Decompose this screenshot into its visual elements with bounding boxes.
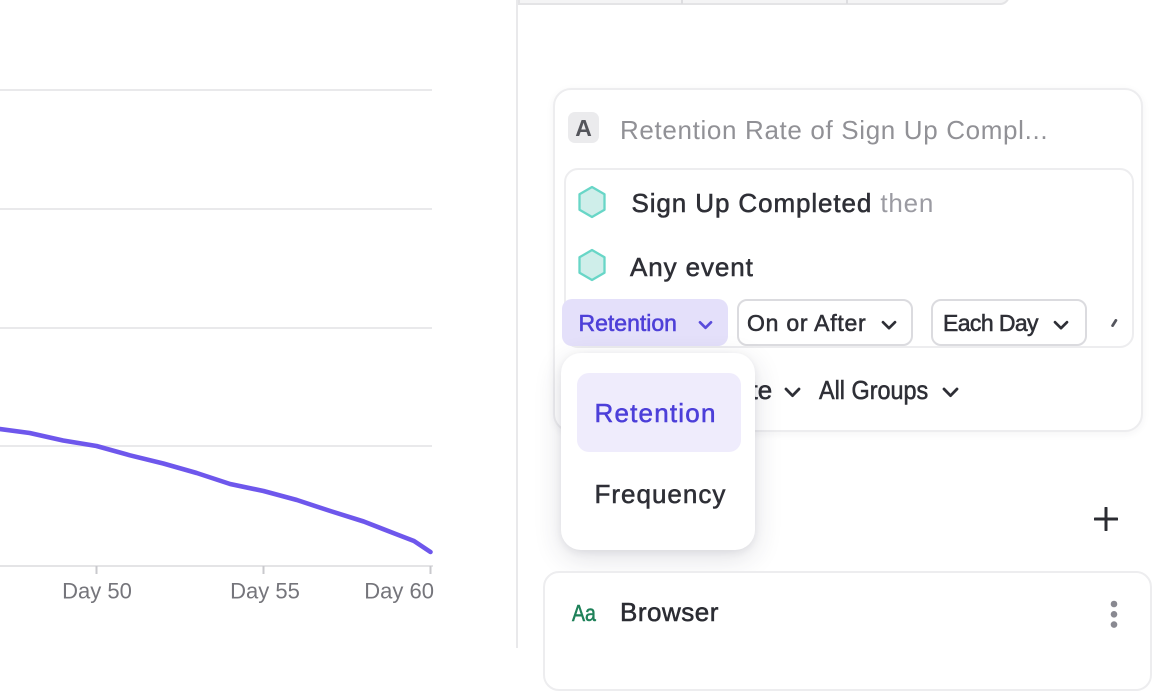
svg-text:Day 50: Day 50 <box>62 579 132 604</box>
svg-text:Day 60: Day 60 <box>364 579 434 604</box>
svg-text:Day 55: Day 55 <box>230 579 300 604</box>
